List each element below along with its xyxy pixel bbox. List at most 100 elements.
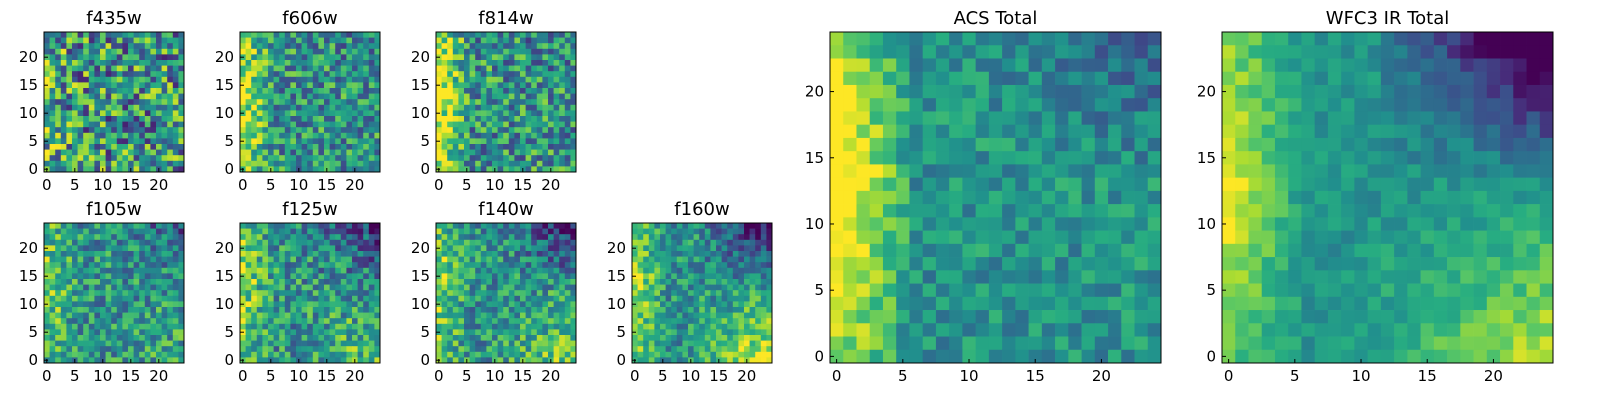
heatmap-cell	[1055, 217, 1069, 231]
heatmap-cell	[318, 340, 325, 347]
heatmap-cell	[469, 256, 476, 263]
heatmap-cell	[1134, 84, 1149, 99]
heatmap-cell	[139, 121, 146, 128]
heatmap-cell	[318, 318, 325, 325]
heatmap-cell	[436, 323, 442, 330]
heatmap-cell	[665, 295, 672, 302]
heatmap-cell	[704, 256, 711, 263]
heatmap-cell	[654, 256, 661, 263]
heatmap-cell	[49, 99, 56, 106]
heatmap-cell	[643, 273, 650, 280]
heatmap-cell	[536, 245, 543, 252]
heatmap-cell	[55, 351, 62, 358]
heatmap-cell	[542, 284, 549, 291]
heatmap-cell	[503, 329, 510, 336]
heatmap-cell	[363, 267, 370, 274]
heatmap-cell	[514, 256, 521, 263]
heatmap-cell	[88, 54, 95, 61]
heatmap-cell	[486, 335, 493, 341]
heatmap-cell	[301, 132, 308, 139]
heatmap-cell	[738, 295, 745, 302]
heatmap-cell	[542, 93, 549, 100]
heatmap-cell	[94, 37, 101, 44]
heatmap-cell	[497, 82, 504, 89]
heatmap-cell	[100, 71, 106, 78]
heatmap-cell	[329, 351, 336, 358]
heatmap-cell	[128, 37, 134, 44]
heatmap-cell	[497, 155, 504, 162]
heatmap-cell	[256, 65, 263, 72]
heatmap-cell	[632, 323, 638, 330]
heatmap-cell	[922, 32, 937, 46]
heatmap-cell	[55, 32, 62, 38]
heatmap-cell	[1068, 190, 1082, 205]
heatmap-cell	[66, 48, 73, 55]
heatmap-cell	[648, 251, 655, 257]
heatmap-cell	[116, 121, 123, 128]
heatmap-cell	[100, 37, 106, 44]
heatmap-cell	[111, 121, 118, 128]
heatmap-cell	[167, 82, 174, 89]
heatmap-cell	[503, 93, 510, 100]
heatmap-cell	[704, 251, 711, 257]
heatmap-cell	[245, 223, 252, 229]
heatmap-cell	[988, 190, 1003, 205]
heatmap-cell	[514, 149, 521, 156]
heatmap-cell	[340, 116, 347, 122]
heatmap-cell	[452, 318, 459, 325]
heatmap-cell	[1134, 164, 1149, 178]
heatmap-cell	[508, 234, 515, 241]
heatmap-cell	[497, 228, 504, 235]
heatmap-cell	[744, 351, 750, 358]
heatmap-cell	[856, 190, 871, 205]
heatmap-cell	[503, 149, 510, 156]
heatmap-cell	[150, 239, 157, 246]
heatmap-cell	[830, 45, 844, 59]
heatmap-cell	[94, 138, 101, 145]
heatmap-cell	[374, 132, 381, 139]
heatmap-cell	[441, 351, 448, 358]
heatmap-cell	[335, 335, 342, 341]
heatmap-cell	[363, 132, 370, 139]
heatmap-cell	[94, 357, 101, 364]
heatmap-cell	[133, 228, 140, 235]
heatmap-cell	[452, 234, 459, 241]
heatmap-cell	[1108, 137, 1122, 152]
heatmap-cell	[161, 65, 168, 72]
heatmap-cell	[374, 312, 381, 319]
heatmap-cell	[296, 149, 302, 156]
heatmap-cell	[290, 127, 297, 134]
heatmap-cell	[105, 357, 112, 364]
heatmap-cell	[83, 318, 90, 325]
heatmap-cell	[346, 290, 353, 297]
heatmap-cell	[268, 301, 274, 308]
heatmap-cell	[273, 60, 280, 66]
heatmap-cell	[352, 295, 358, 302]
heatmap-cell	[643, 228, 650, 235]
heatmap-cell	[570, 76, 577, 83]
heatmap-cell	[301, 335, 308, 341]
heatmap-cell	[352, 37, 358, 44]
heatmap-cell	[335, 267, 342, 274]
heatmap-cell	[766, 307, 773, 313]
heatmap-cell	[682, 251, 689, 257]
heatmap-cell	[273, 223, 280, 229]
heatmap-cell	[732, 312, 739, 319]
heatmap-cell	[352, 279, 358, 285]
heatmap-cell	[643, 295, 650, 302]
heatmap-cell	[949, 32, 963, 46]
heatmap-cell	[531, 279, 538, 285]
heatmap-cell	[452, 262, 459, 269]
heatmap-cell	[66, 37, 73, 44]
heatmap-cell	[240, 351, 246, 358]
heatmap-cell	[368, 234, 375, 241]
heatmap-cell	[55, 166, 62, 173]
heatmap-cell	[111, 279, 118, 285]
heatmap-cell	[441, 346, 448, 353]
heatmap-cell	[856, 204, 871, 218]
heatmap-cell	[156, 88, 162, 94]
heatmap-cell	[497, 245, 504, 252]
heatmap-cell	[122, 76, 129, 83]
heatmap-cell	[133, 116, 140, 122]
heatmap-cell	[727, 312, 734, 319]
